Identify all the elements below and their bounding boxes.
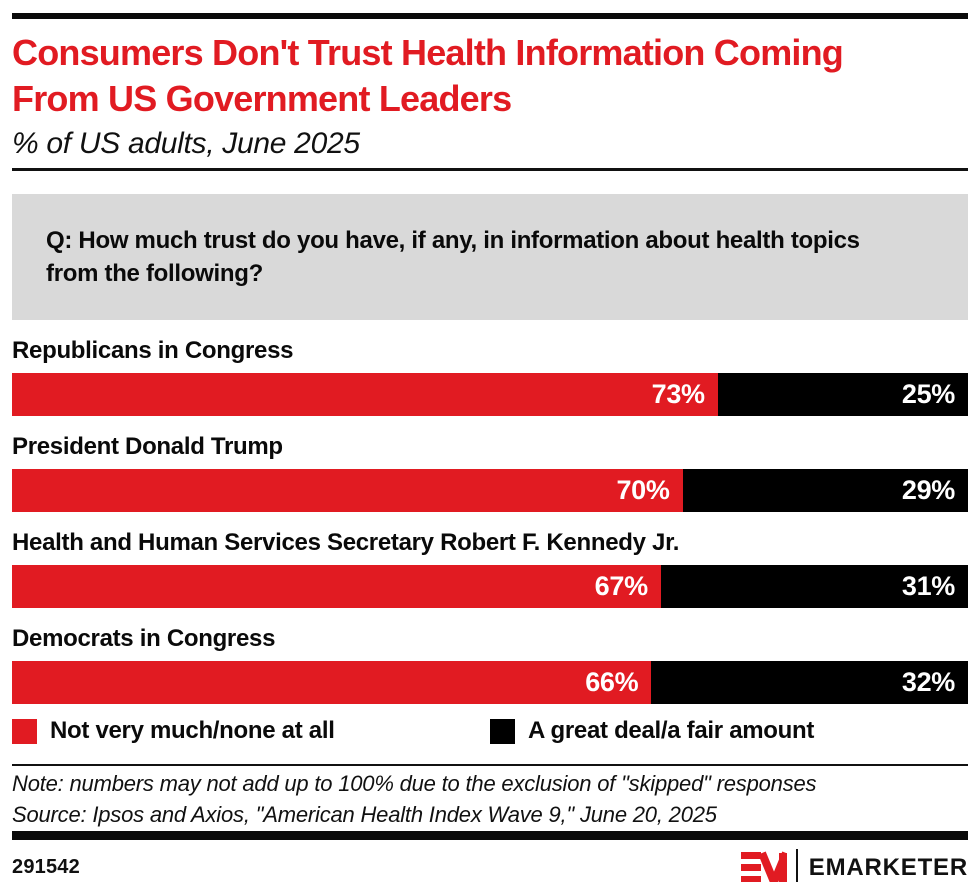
legend: Not very much/none at all A great deal/a… <box>12 718 968 744</box>
chart-title-line-1: Consumers Don't Trust Health Information… <box>12 32 844 73</box>
bar-row-democrats: Democrats in Congress 66% 32% <box>12 626 968 704</box>
bar-value-label-trust: 32% <box>901 667 955 697</box>
footer-divider <box>12 764 968 766</box>
emarketer-logo: EMARKETER <box>740 848 968 882</box>
bar-segment-distrust: 67% <box>12 565 661 608</box>
category-label: Health and Human Services Secretary Robe… <box>12 529 680 556</box>
bar-segment-distrust: 66% <box>12 661 652 704</box>
footer: 291542 EMARKETER <box>12 848 968 882</box>
bar-value-label-distrust: 67% <box>594 571 648 601</box>
legend-label-trust: A great deal/a fair amount <box>528 717 815 744</box>
bar-value-label-trust: 31% <box>901 571 955 601</box>
bar-segment-trust: 29% <box>682 469 968 512</box>
category-label: Democrats in Congress <box>12 625 276 652</box>
question-text: Q: How much trust do you have, if any, i… <box>46 224 860 290</box>
bar-value-label-trust: 25% <box>901 379 955 409</box>
question-text-line-1: Q: How much trust do you have, if any, i… <box>46 227 860 254</box>
chart-id: 291542 <box>12 856 80 878</box>
brand-name: EMARKETER <box>808 853 968 881</box>
bar-row-rfk: Health and Human Services Secretary Robe… <box>12 530 968 608</box>
stacked-bar: 73% 25% <box>12 373 968 416</box>
source-text: Source: Ipsos and Axios, "American Healt… <box>12 802 717 827</box>
bar-value-label-trust: 29% <box>901 475 955 505</box>
bar-row-republicans: Republicans in Congress 73% 25% <box>12 338 968 416</box>
question-box: Q: How much trust do you have, if any, i… <box>12 194 968 320</box>
bar-segment-trust: 25% <box>717 373 968 416</box>
bar-row-trump: President Donald Trump 70% 29% <box>12 434 968 512</box>
chart-title: Consumers Don't Trust Health Information… <box>12 30 968 122</box>
top-accent-bar <box>12 13 968 19</box>
bar-value-label-distrust: 70% <box>616 475 670 505</box>
stacked-bar: 66% 32% <box>12 661 968 704</box>
stacked-bar: 70% 29% <box>12 469 968 512</box>
bar-chart: Republicans in Congress 73% 25% Presiden… <box>12 338 968 704</box>
bar-value-label-distrust: 73% <box>651 379 705 409</box>
header-divider <box>12 168 968 171</box>
legend-swatch-distrust-icon <box>12 718 37 744</box>
bar-value-label-distrust: 66% <box>585 667 639 697</box>
note-text: Note: numbers may not add up to 100% due… <box>12 771 817 796</box>
legend-item-distrust: Not very much/none at all <box>12 718 490 744</box>
bar-segment-trust: 31% <box>660 565 968 608</box>
emarketer-logo-icon <box>740 850 787 882</box>
bar-segment-distrust: 73% <box>12 373 718 416</box>
bar-segment-distrust: 70% <box>12 469 683 512</box>
legend-label-distrust: Not very much/none at all <box>50 717 335 744</box>
legend-item-trust: A great deal/a fair amount <box>490 718 968 744</box>
chart-subtitle: % of US adults, June 2025 <box>12 127 360 160</box>
bar-segment-trust: 32% <box>651 661 968 704</box>
footer-accent-bar <box>12 831 968 840</box>
legend-swatch-trust-icon <box>490 718 515 744</box>
chart-title-line-2: From US Government Leaders <box>12 78 512 119</box>
category-label: President Donald Trump <box>12 433 283 460</box>
logo-divider <box>795 848 798 882</box>
stacked-bar: 67% 31% <box>12 565 968 608</box>
category-label: Republicans in Congress <box>12 337 294 364</box>
question-text-line-2: from the following? <box>46 260 263 287</box>
